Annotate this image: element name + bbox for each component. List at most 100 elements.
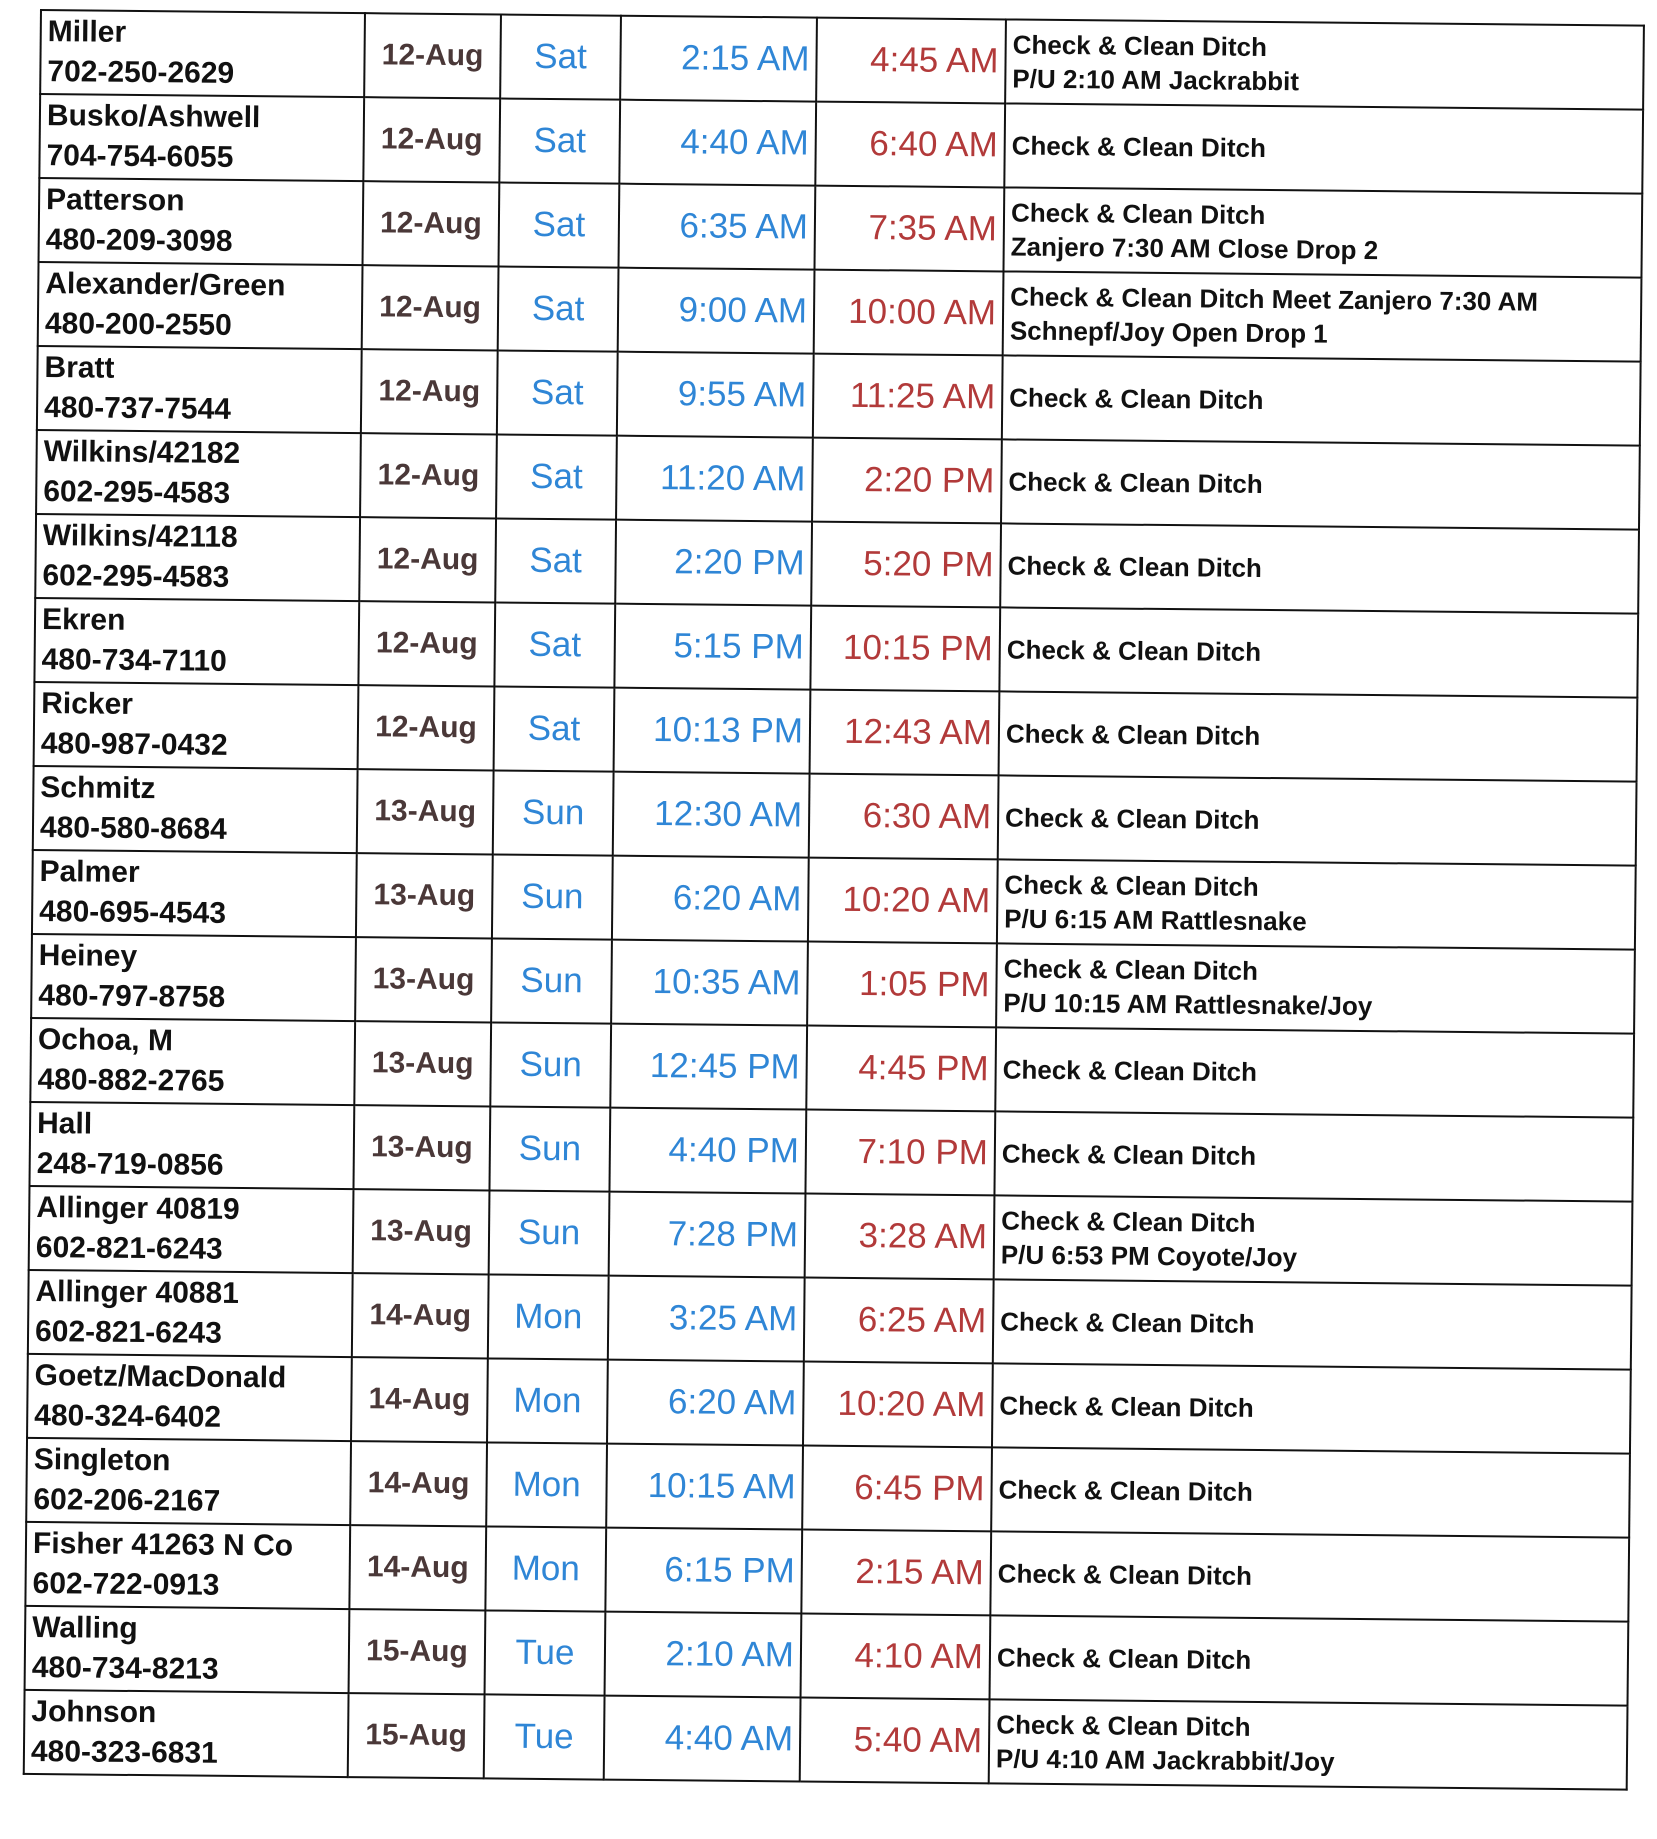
date-cell: 12-Aug: [364, 13, 501, 99]
contact-cell: Alexander/Green 480-200-2550: [37, 261, 363, 350]
notes-cell: Check & Clean Ditch P/U 6:15 AM Rattlesna…: [996, 859, 1636, 950]
day-cell: Sat: [496, 350, 618, 436]
day-cell: Mon: [487, 1274, 609, 1360]
contact-cell: Walling 480-734-8213: [24, 1605, 350, 1694]
table-row: Allinger 40819 602-821-6243 13-Aug Sun 7:28 …: [28, 1185, 1633, 1286]
end-time-cell: 7:35 AM: [814, 185, 1005, 272]
notes-cell: Check & Clean Ditch: [994, 1111, 1634, 1202]
start-time-cell: 11:20 AM: [616, 435, 813, 522]
phone-number: 480-987-0432: [40, 727, 228, 762]
table-row: Ekren 480-734-7110 12-Aug Sat 5:15 PM 10:15 P…: [34, 597, 1639, 698]
date-cell: 13-Aug: [355, 853, 493, 939]
contact-cell: Fisher 41263 N Co 602-722-0913: [25, 1521, 351, 1610]
start-time-cell: 4:40 AM: [619, 99, 817, 186]
contact-cell: Ochoa, M 480-882-2765: [30, 1017, 356, 1106]
date-cell: 12-Aug: [363, 97, 501, 183]
date-cell: 12-Aug: [362, 181, 500, 267]
irrigator-name: Allinger 40881: [35, 1275, 240, 1311]
table-row: Fisher 41263 N Co 602-722-0913 14-Aug Mon 6:…: [25, 1521, 1630, 1622]
irrigator-name: Ochoa, M: [37, 1023, 174, 1058]
end-time-cell: 11:25 AM: [812, 353, 1003, 440]
notes-cell: Check & Clean Ditch: [1000, 523, 1639, 614]
notes-cell: Check & Clean Ditch: [1001, 439, 1640, 530]
phone-number: 602-295-4583: [42, 559, 230, 594]
end-time-cell: 2:20 PM: [812, 437, 1002, 524]
irrigator-name: Allinger 40819: [36, 1191, 240, 1227]
day-cell: Sat: [496, 434, 617, 520]
contact-cell: Singleton 602-206-2167: [26, 1437, 352, 1526]
end-time-cell: 10:20 AM: [802, 1361, 993, 1448]
table-row: Wilkins/42118 602-295-4583 12-Aug Sat 2:20 P…: [35, 513, 1639, 614]
contact-cell: Wilkins/42118 602-295-4583: [35, 513, 361, 602]
note-line-1: Check & Clean Ditch: [1001, 1138, 1257, 1171]
date-cell: 12-Aug: [357, 685, 495, 771]
contact-cell: Palmer 480-695-4543: [31, 849, 357, 938]
phone-number: 480-580-8684: [39, 811, 227, 846]
phone-number: 480-209-3098: [45, 223, 233, 258]
notes-cell: Check & Clean Ditch: [990, 1531, 1630, 1622]
day-cell: Sat: [500, 14, 621, 100]
phone-number: 480-695-4543: [39, 895, 227, 930]
day-cell: Tue: [483, 1694, 605, 1780]
date-cell: 13-Aug: [352, 1189, 490, 1275]
note-line-2: Zanjero 7:30 AM Close Drop 2: [1010, 231, 1379, 266]
note-line-1: Check & Clean Ditch: [996, 1642, 1252, 1675]
irrigator-name: Busko/Ashwell: [46, 99, 261, 135]
irrigator-name: Heiney: [38, 939, 138, 973]
day-cell: Sun: [492, 770, 614, 856]
note-line-1: Check & Clean Ditch: [1000, 1306, 1255, 1339]
table-row: Palmer 480-695-4543 13-Aug Sun 6:20 AM 10:20 …: [31, 849, 1636, 950]
notes-cell: Check & Clean Ditch: [999, 607, 1639, 698]
day-cell: Mon: [485, 1526, 607, 1612]
note-line-2: P/U 2:10 AM Jackrabbit: [1012, 63, 1300, 97]
irrigator-name: Wilkins/42182: [43, 435, 241, 470]
date-cell: 13-Aug: [353, 1105, 491, 1191]
contact-cell: Goetz/MacDonald 480-324-6402: [27, 1353, 352, 1442]
note-line-1: Check & Clean Ditch: [997, 1558, 1253, 1591]
notes-cell: Check & Clean Ditch: [1001, 355, 1641, 446]
start-time-cell: 2:20 PM: [615, 519, 813, 606]
contact-cell: Johnson 480-323-6831: [23, 1689, 349, 1778]
date-cell: 13-Aug: [356, 769, 494, 855]
note-line-1: Check & Clean Ditch: [1008, 466, 1263, 499]
irrigator-name: Walling: [32, 1611, 138, 1646]
contact-cell: Miller 702-250-2629: [40, 10, 365, 98]
note-line-1: Check & Clean Ditch: [1007, 550, 1263, 583]
start-time-cell: 2:15 AM: [620, 15, 817, 102]
irrigator-name: Bratt: [44, 351, 115, 385]
notes-cell: Check & Clean Ditch: [991, 1447, 1630, 1538]
notes-cell: Check & Clean Ditch: [998, 691, 1638, 782]
phone-number: 480-734-8213: [31, 1650, 219, 1686]
irrigator-name: Patterson: [45, 183, 185, 218]
end-time-cell: 5:40 AM: [799, 1697, 990, 1784]
end-time-cell: 4:45 AM: [816, 17, 1006, 104]
end-time-cell: 10:00 AM: [813, 269, 1004, 356]
table-row: Johnson 480-323-6831 15-Aug Tue 4:40 AM 5:40 …: [23, 1689, 1628, 1790]
start-time-cell: 9:55 AM: [616, 351, 814, 438]
contact-cell: Ricker 480-987-0432: [33, 681, 359, 770]
date-cell: 15-Aug: [348, 1609, 486, 1695]
start-time-cell: 12:45 PM: [610, 1023, 808, 1110]
note-line-1: Check & Clean Ditch: [1011, 130, 1267, 163]
note-line-2: P/U 10:15 AM Rattlesnake/Joy: [1003, 987, 1373, 1022]
note-line-1: Check & Clean Ditch: [998, 1474, 1254, 1507]
start-time-cell: 12:30 AM: [612, 771, 810, 858]
note-line-1: Check & Clean Ditch: [1006, 634, 1262, 667]
end-time-cell: 6:25 AM: [803, 1277, 994, 1364]
phone-number: 480-737-7544: [43, 391, 232, 426]
phone-number: 602-295-4583: [43, 475, 231, 510]
contact-cell: Wilkins/42182 602-295-4583: [36, 429, 361, 518]
note-line-2: P/U 6:15 AM Rattlesnake: [1004, 903, 1307, 937]
start-time-cell: 6:20 AM: [611, 855, 809, 942]
phone-number: 704-754-6055: [46, 139, 234, 174]
note-line-1: Check & Clean Ditch: [1004, 802, 1260, 835]
table-row: Ochoa, M 480-882-2765 13-Aug Sun 12:45 PM 4:4…: [30, 1017, 1635, 1118]
day-cell: Sun: [488, 1190, 610, 1276]
end-time-cell: 12:43 AM: [809, 689, 1000, 776]
notes-cell: Check & Clean Ditch Zanjero 7:30 AM Close…: [1003, 187, 1643, 278]
table-row: Patterson 480-209-3098 12-Aug Sat 6:35 AM 7:3…: [38, 178, 1643, 278]
notes-cell: Check & Clean Ditch: [997, 775, 1637, 866]
note-line-1: Check & Clean Ditch: [1005, 718, 1261, 751]
start-time-cell: 10:15 AM: [606, 1443, 803, 1530]
notes-cell: Check & Clean Ditch: [992, 1279, 1632, 1370]
